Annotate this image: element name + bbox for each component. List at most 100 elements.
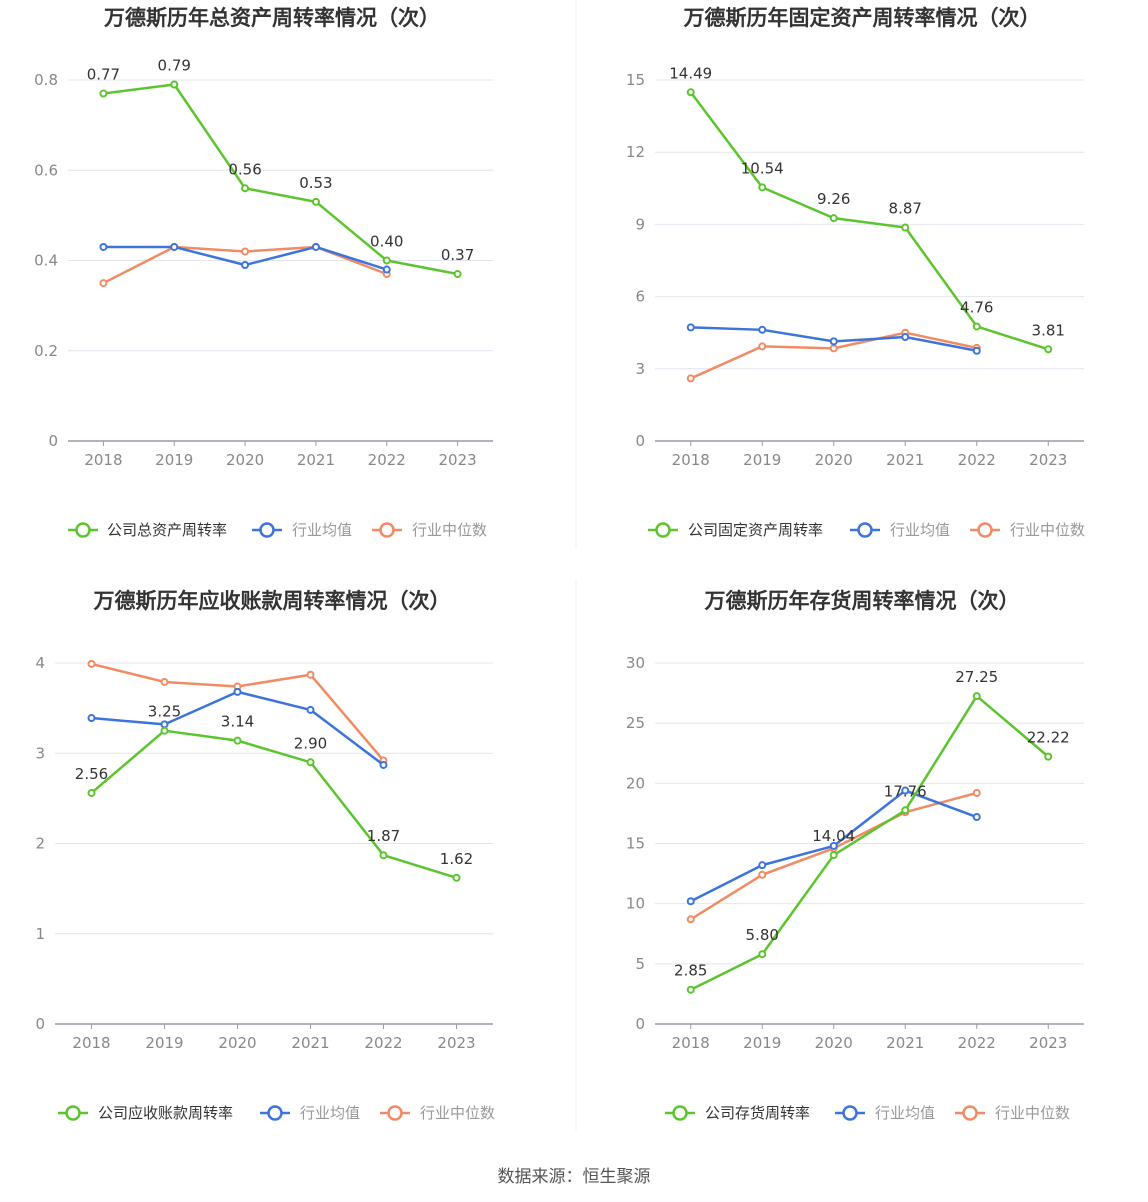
legend-item-avg[interactable]: 行业均值 [850,521,950,539]
data-point[interactable] [382,256,391,265]
legend-label: 行业中位数 [995,1104,1070,1122]
legend-item-avg[interactable]: 行业均值 [252,521,352,539]
data-point[interactable] [160,720,169,729]
data-point[interactable] [452,873,461,882]
data-point[interactable] [170,80,179,89]
data-point[interactable] [160,726,169,735]
legend-item-median[interactable]: 行业中位数 [380,1104,495,1122]
data-point[interactable] [99,242,108,251]
legend-item-median[interactable]: 行业中位数 [372,521,487,539]
data-label: 0.37 [441,246,474,264]
data-point[interactable] [686,374,695,383]
data-point[interactable] [758,342,767,351]
data-point[interactable] [901,223,910,232]
legend-item-median[interactable]: 行业中位数 [955,1104,1070,1122]
data-point[interactable] [1044,752,1053,761]
y-tick-label: 0.8 [34,71,58,89]
chart-panel-4: 万德斯历年存货周转率情况（次） 0 5 10 15 20 25 30 2018 2019 2020 2… [626,589,1084,1122]
data-point[interactable] [972,346,981,355]
legend-label: 行业均值 [890,521,950,539]
legend-label: 公司总资产周转率 [107,521,227,539]
data-point[interactable] [829,851,838,860]
data-point[interactable] [306,705,315,714]
legend-item-avg[interactable]: 行业均值 [835,1104,935,1122]
series-median [87,659,388,765]
data-point[interactable] [758,950,767,959]
data-point[interactable] [99,279,108,288]
y-tick-label: 30 [626,654,645,672]
data-point[interactable] [379,760,388,769]
data-point[interactable] [87,659,96,668]
data-point[interactable] [686,323,695,332]
series-avg [686,323,981,355]
data-point[interactable] [972,692,981,701]
data-point[interactable] [99,89,108,98]
legend-item-company[interactable]: 公司存货周转率 [665,1104,810,1122]
data-point[interactable] [901,333,910,342]
data-point[interactable] [311,242,320,251]
data-label: 0.53 [299,174,332,192]
legend-label: 公司应收账款周转率 [98,1104,233,1122]
data-point[interactable] [829,214,838,223]
data-point[interactable] [306,670,315,679]
x-tick-label: 2021 [291,1034,329,1052]
legend-marker-icon [267,1105,283,1121]
y-tick-label: 0.2 [34,342,58,360]
data-point[interactable] [311,197,320,206]
data-point[interactable] [758,870,767,879]
legend-item-avg[interactable]: 行业均值 [260,1104,360,1122]
data-point[interactable] [170,242,179,251]
y-tick-label: 4 [35,654,45,672]
data-point[interactable] [901,786,910,795]
data-point[interactable] [901,806,910,815]
data-label: 5.80 [746,926,779,944]
y-tick-label: 25 [626,714,645,732]
data-point[interactable] [758,325,767,334]
data-point[interactable] [160,677,169,686]
data-point[interactable] [382,265,391,274]
data-point[interactable] [241,261,250,270]
legend-item-company[interactable]: 公司总资产周转率 [68,521,227,539]
data-point[interactable] [241,184,250,193]
data-point[interactable] [972,813,981,822]
series-avg [686,786,981,906]
data-point[interactable] [972,322,981,331]
data-point[interactable] [233,687,242,696]
data-point[interactable] [87,788,96,797]
y-tick-label: 0 [35,1015,45,1033]
data-point[interactable] [241,247,250,256]
data-point[interactable] [1044,345,1053,354]
legend-item-company[interactable]: 公司应收账款周转率 [58,1104,233,1122]
data-point[interactable] [972,788,981,797]
data-label: 1.87 [367,827,400,845]
series-avg [87,687,388,769]
legend-item-company[interactable]: 公司固定资产周转率 [648,521,823,539]
data-point[interactable] [829,337,838,346]
data-label: 2.90 [294,734,327,752]
legend-item-median[interactable]: 行业中位数 [970,521,1085,539]
data-point[interactable] [758,861,767,870]
legend-marker-icon [259,522,275,538]
data-point[interactable] [379,851,388,860]
legend-marker-icon [379,522,395,538]
x-tick-label: 2021 [297,451,335,469]
data-point[interactable] [453,270,462,279]
data-point[interactable] [686,985,695,994]
data-point[interactable] [306,758,315,767]
series-company: 14.49 10.54 9.26 8.87 4.76 3.81 [669,64,1065,354]
data-point[interactable] [686,897,695,906]
data-point[interactable] [233,736,242,745]
data-point[interactable] [829,344,838,353]
y-tick-label: 20 [626,774,645,792]
data-point[interactable] [87,714,96,723]
legend-marker-icon [387,1105,403,1121]
series-avg [99,242,391,274]
data-point[interactable] [758,183,767,192]
data-point[interactable] [686,915,695,924]
legend-label: 公司固定资产周转率 [688,521,823,539]
y-tick-label: 3 [35,744,45,762]
y-tick-label: 15 [626,835,645,853]
data-point[interactable] [686,88,695,97]
y-tick-label: 3 [635,360,645,378]
data-point[interactable] [829,841,838,850]
